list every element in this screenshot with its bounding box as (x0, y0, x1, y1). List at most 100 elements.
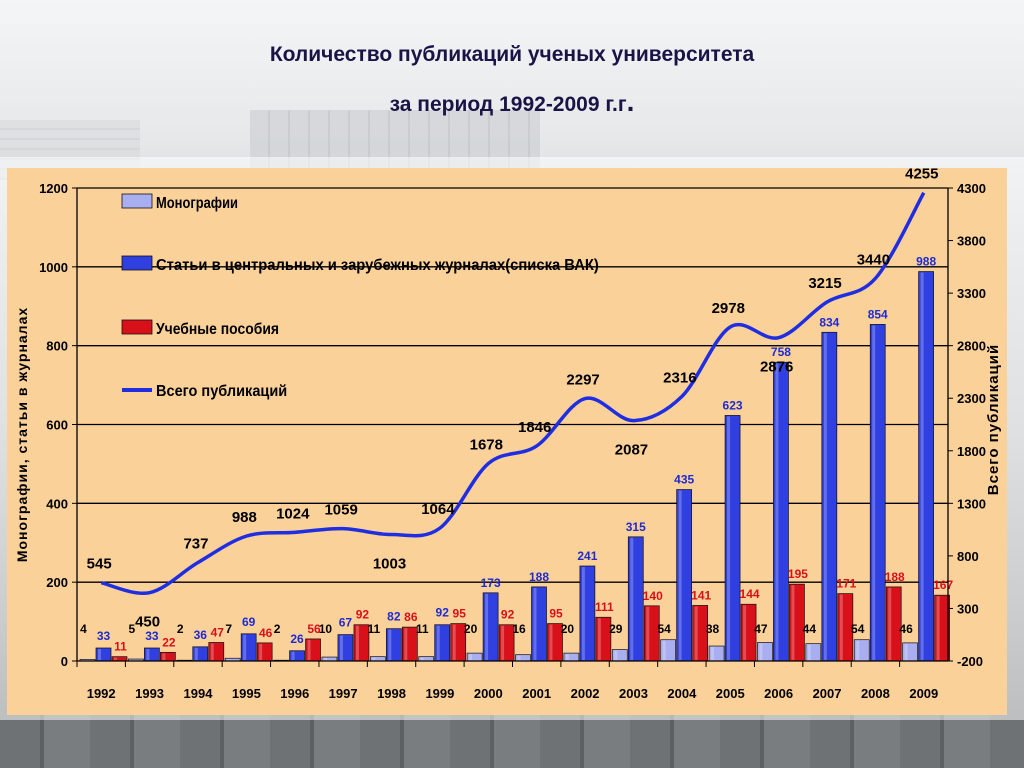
total-line-group (100, 191, 926, 596)
bar-highlight (678, 490, 682, 660)
bar-highlight (436, 625, 440, 660)
data-label-textbooks: 56 (307, 622, 321, 636)
y2-tick-label: 4300 (957, 181, 986, 196)
data-label-total: 2316 (663, 370, 696, 387)
y-tick-label: 800 (46, 339, 68, 354)
data-label-articles: 623 (723, 398, 743, 412)
data-label-articles: 69 (242, 615, 256, 629)
data-label-monographs: 16 (512, 622, 526, 636)
legend-swatch-articles (121, 255, 153, 271)
bar-highlight (291, 651, 295, 660)
data-label-textbooks: 95 (549, 607, 563, 621)
x-tick-label: 1993 (135, 686, 164, 701)
bar-highlight (162, 653, 166, 660)
legend-label-total: Всего публикаций (156, 383, 287, 400)
data-label-total: 2297 (566, 372, 599, 389)
data-label-total: 1678 (470, 437, 503, 454)
legend-swatch-monographs (121, 193, 153, 209)
bar-highlight (662, 640, 666, 660)
y2-tick-label: 2800 (957, 339, 986, 354)
x-tick-label: 2002 (571, 686, 600, 701)
legend-label-textbooks: Учебные пособия (156, 321, 279, 338)
data-label-monographs: 47 (754, 622, 768, 636)
bar-highlight (694, 606, 698, 660)
data-label-monographs: 38 (706, 622, 720, 636)
data-label-total: 545 (87, 556, 112, 573)
bar-highlight (452, 624, 456, 660)
data-label-total: 1024 (276, 505, 310, 522)
data-label-textbooks: 171 (836, 577, 856, 591)
bar-highlight (194, 647, 198, 660)
bar-highlight (581, 567, 585, 660)
data-label-articles: 758 (771, 345, 791, 359)
data-label-total: 3440 (857, 251, 890, 268)
data-label-textbooks: 92 (356, 608, 370, 622)
bar-highlight (243, 634, 247, 660)
bar-highlight (711, 647, 715, 660)
bar-highlight (549, 624, 553, 660)
x-tick-label: 1998 (377, 686, 406, 701)
data-label-monographs: 29 (609, 622, 623, 636)
bar-highlight (388, 629, 392, 660)
data-label-articles: 33 (97, 629, 111, 643)
bar-highlight (743, 605, 747, 660)
data-label-textbooks: 46 (259, 626, 273, 640)
x-tick-label: 2008 (861, 686, 890, 701)
y-axis-title: Монографии, статьи в журналах (14, 307, 30, 562)
data-label-total: 2876 (760, 359, 793, 376)
bar-highlight (210, 643, 214, 660)
y-tick-label: 200 (46, 575, 68, 590)
x-tick-label: 2005 (716, 686, 745, 701)
data-label-textbooks: 195 (788, 567, 808, 581)
data-label-textbooks: 47 (211, 625, 225, 639)
data-label-articles: 988 (916, 255, 936, 269)
y-tick-label: 600 (46, 418, 68, 433)
data-label-total: 737 (183, 536, 208, 553)
data-label-textbooks: 92 (501, 608, 515, 622)
data-label-articles: 188 (529, 570, 549, 584)
y2-tick-label: 3800 (957, 234, 986, 249)
data-label-total: 1003 (373, 556, 406, 573)
bar-highlight (872, 325, 876, 660)
bar-highlight (469, 654, 473, 660)
bar-highlight (565, 654, 569, 660)
bar-highlight (920, 272, 924, 660)
y2-tick-label: 1800 (957, 444, 986, 459)
x-tick-label: 2006 (764, 686, 793, 701)
y2-tick-label: 3300 (957, 286, 986, 301)
slide-title-dot: . (626, 86, 635, 117)
bar-highlight (501, 625, 505, 660)
data-label-textbooks: 188 (885, 570, 905, 584)
bar-highlight (807, 644, 811, 660)
data-label-monographs: 10 (319, 622, 333, 636)
bar-highlight (888, 587, 892, 660)
legend-swatch-textbooks (121, 319, 153, 335)
bar-highlight (646, 606, 650, 660)
bar-highlight (904, 643, 908, 660)
bar-highlight (791, 585, 795, 660)
data-label-textbooks: 95 (453, 607, 467, 621)
y-tick-label: 0 (61, 654, 68, 669)
data-label-articles: 241 (577, 549, 597, 563)
data-label-monographs: 4 (80, 622, 87, 636)
data-label-textbooks: 140 (643, 589, 663, 603)
data-label-monographs: 54 (851, 622, 865, 636)
axes-group: 0 200 400 600 800 1000 1200 -200 300 800 1300 1800 2… (14, 181, 1002, 701)
data-label-articles: 834 (819, 315, 839, 329)
x-tick-label: 2000 (474, 686, 503, 701)
bar-highlight (355, 625, 359, 660)
data-label-monographs: 44 (803, 622, 817, 636)
bar-highlight (98, 648, 101, 660)
bar-highlight (727, 416, 731, 660)
x-tick-label: 2004 (667, 686, 697, 701)
bar-highlight (372, 657, 376, 660)
x-tick-label: 1992 (87, 686, 116, 701)
x-tick-label: 2003 (619, 686, 648, 701)
bar-highlight (339, 635, 343, 660)
grid-lines (77, 187, 948, 583)
data-label-monographs: 54 (657, 622, 671, 636)
bar-highlight (856, 640, 860, 660)
bar-highlight (259, 643, 263, 660)
